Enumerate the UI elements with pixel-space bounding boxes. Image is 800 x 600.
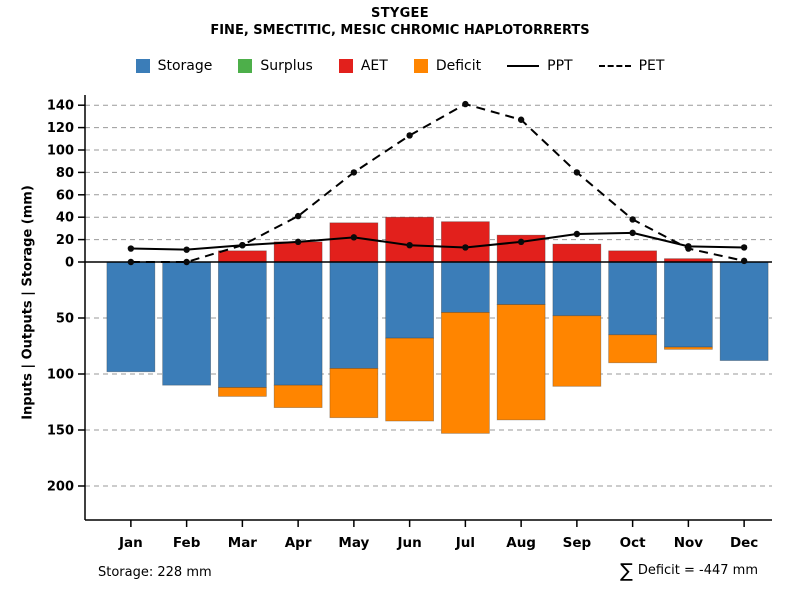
svg-text:Nov: Nov [674, 535, 704, 551]
svg-text:Jun: Jun [397, 535, 422, 551]
svg-text:Aug: Aug [506, 535, 536, 551]
svg-text:100: 100 [47, 144, 74, 159]
legend-item-deficit: Deficit [413, 58, 482, 74]
svg-text:Oct: Oct [620, 535, 646, 551]
storage-swatch-icon [135, 59, 150, 73]
svg-text:May: May [338, 535, 369, 551]
chart-subtitle: FINE, SMECTITIC, MESIC CHROMIC HAPLOTORR… [210, 23, 590, 38]
legend-item-ppt: PPT [507, 58, 573, 74]
svg-text:Jan: Jan [118, 535, 143, 551]
svg-text:200: 200 [47, 480, 74, 495]
legend-item-surplus: Surplus [238, 58, 313, 74]
deficit-note: ∑ Deficit = -447 mm [620, 560, 758, 582]
svg-text:Sep: Sep [563, 535, 592, 551]
legend-item-storage: Storage [135, 58, 213, 74]
svg-text:Jul: Jul [455, 535, 475, 551]
svg-text:20: 20 [56, 233, 74, 248]
svg-text:150: 150 [47, 424, 74, 439]
legend-label: PET [638, 58, 665, 74]
sum-icon: ∑ [620, 560, 633, 582]
legend-label: Surplus [260, 58, 313, 74]
dashed-line-icon [598, 65, 631, 67]
svg-text:140: 140 [47, 99, 74, 114]
aet-swatch-icon [338, 59, 353, 73]
surplus-swatch-icon [238, 59, 253, 73]
legend: Storage Surplus AET Deficit PPT PET [0, 58, 800, 74]
svg-text:Feb: Feb [173, 535, 201, 551]
deficit-swatch-icon [413, 59, 428, 73]
svg-text:40: 40 [56, 211, 74, 226]
legend-item-aet: AET [338, 58, 388, 74]
svg-text:50: 50 [56, 312, 74, 327]
svg-text:Apr: Apr [285, 535, 312, 551]
legend-item-pet: PET [598, 58, 665, 74]
svg-text:Dec: Dec [730, 535, 758, 551]
svg-text:120: 120 [47, 121, 74, 136]
legend-label: Storage [157, 58, 213, 74]
svg-text:0: 0 [65, 256, 74, 271]
svg-text:Mar: Mar [228, 535, 258, 551]
legend-label: PPT [547, 58, 573, 74]
svg-text:60: 60 [56, 188, 74, 203]
solid-line-icon [507, 65, 540, 67]
storage-note: Storage: 228 mm [98, 565, 212, 580]
legend-label: AET [360, 58, 388, 74]
deficit-note-text: Deficit = -447 mm [637, 563, 758, 578]
legend-label: Deficit [435, 58, 482, 74]
svg-text:100: 100 [47, 368, 74, 383]
chart-title: STYGEE [371, 6, 429, 21]
svg-text:80: 80 [56, 166, 74, 181]
